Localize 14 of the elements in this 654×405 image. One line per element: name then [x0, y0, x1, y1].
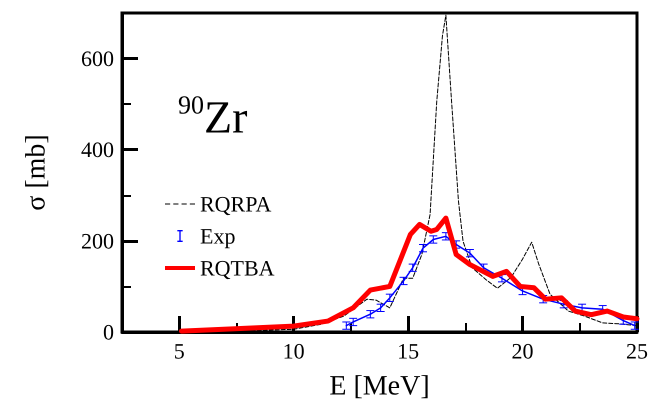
- x-tick-label: 10: [282, 338, 305, 364]
- y-tick-label: 600: [81, 46, 114, 72]
- legend-label: RQTBA: [200, 256, 275, 280]
- x-tick-label: 20: [512, 338, 534, 364]
- y-tick-label: 200: [81, 228, 114, 254]
- x-tick-label: 5: [174, 338, 185, 364]
- y-tick-label: 0: [103, 320, 114, 344]
- x-tick-label: 25: [626, 338, 648, 364]
- y-tick-label: 400: [81, 137, 114, 162]
- y-axis-title: σ [mb]: [20, 134, 52, 211]
- legend-label: RQRPA: [200, 192, 272, 216]
- x-axis-title: E [MeV]: [329, 370, 430, 402]
- legend-label: Exp: [200, 224, 236, 248]
- x-tick-label: 15: [397, 338, 420, 364]
